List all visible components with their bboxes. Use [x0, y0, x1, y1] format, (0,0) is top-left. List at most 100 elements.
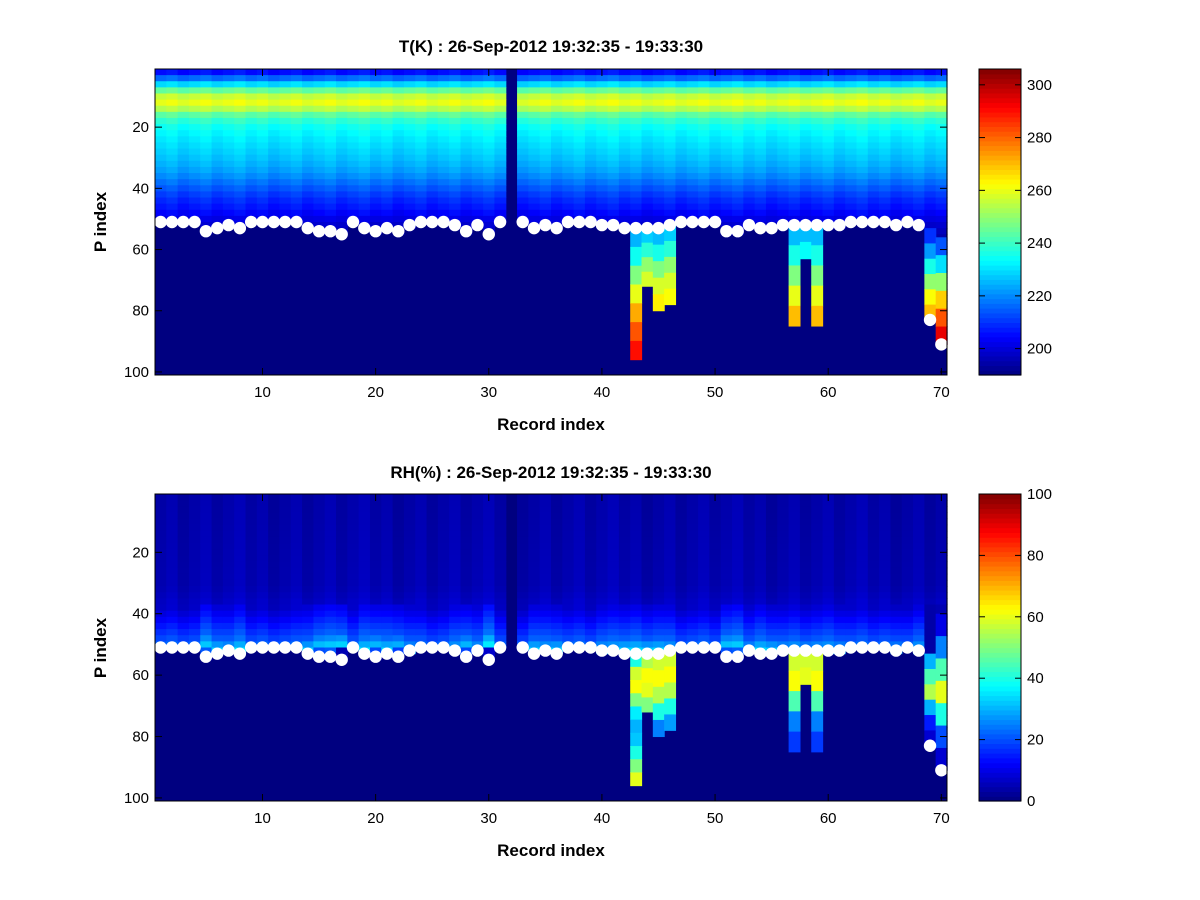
surface-dot: [629, 647, 643, 660]
heatmap-cell: [732, 81, 744, 88]
heatmap-cell: [743, 185, 756, 192]
heatmap-cell: [336, 130, 348, 137]
heatmap-cell: [551, 573, 563, 581]
heatmap-cell: [551, 117, 563, 125]
heatmap-cell: [200, 117, 213, 125]
heatmap-cell: [867, 506, 880, 513]
anomaly-cell: [788, 225, 801, 246]
anomaly-cell: [652, 703, 665, 721]
heatmap-cell: [686, 191, 699, 199]
heatmap-cell: [381, 173, 394, 180]
heatmap-cell: [845, 99, 858, 107]
heatmap-cell: [460, 610, 473, 618]
surface-dot: [584, 641, 597, 654]
heatmap-cell: [415, 191, 428, 199]
heatmap-cell: [313, 579, 326, 587]
heatmap-column: [822, 494, 835, 655]
heatmap-cell: [437, 592, 450, 599]
heatmap-cell: [347, 93, 360, 101]
heatmap-cell: [279, 518, 292, 526]
heatmap-cell: [811, 530, 824, 538]
heatmap-cell: [483, 173, 496, 180]
heatmap-cell: [177, 567, 190, 575]
heatmap-cell: [336, 549, 348, 556]
colorbar-segment: [979, 508, 1021, 514]
heatmap-cell: [234, 641, 247, 648]
heatmap-cell: [279, 573, 292, 581]
heatmap-cell: [166, 87, 179, 94]
heatmap-cell: [392, 154, 405, 162]
heatmap-cell: [686, 536, 699, 544]
heatmap-cell: [494, 629, 507, 636]
heatmap-cell: [415, 543, 428, 550]
heatmap-cell: [709, 209, 722, 217]
heatmap-cell: [698, 69, 710, 76]
heatmap-cell: [630, 209, 643, 217]
heatmap-cell: [879, 93, 892, 101]
heatmap-cell: [166, 136, 179, 143]
heatmap-cell: [188, 622, 201, 630]
heatmap-cell: [652, 124, 665, 131]
heatmap-cell: [539, 75, 552, 82]
heatmap-cell: [166, 610, 179, 618]
heatmap-cell: [754, 105, 767, 113]
heatmap-cell: [381, 111, 394, 119]
heatmap-cell: [890, 130, 903, 137]
heatmap-cell: [177, 610, 190, 618]
heatmap-cell: [551, 524, 563, 532]
heatmap-cell: [302, 203, 314, 211]
heatmap-cell: [313, 99, 326, 107]
heatmap-cell: [743, 136, 756, 143]
colorbar-segment: [979, 642, 1021, 649]
heatmap-column: [562, 69, 575, 223]
heatmap-cell: [618, 197, 631, 205]
heatmap-cell: [720, 500, 733, 507]
heatmap-cell: [256, 203, 269, 211]
surface-dot: [358, 647, 371, 660]
heatmap-cell: [528, 512, 541, 520]
heatmap-cell: [166, 561, 179, 569]
heatmap-cell: [155, 524, 167, 532]
humidity-axes-frame: [154, 493, 948, 802]
heatmap-cell: [754, 130, 767, 137]
heatmap-cell: [177, 148, 190, 156]
heatmap-cell: [799, 512, 812, 520]
colorbar-segment: [979, 628, 1021, 634]
anomaly-cell: [811, 285, 824, 307]
anomaly-cell: [788, 245, 801, 266]
heatmap-cell: [630, 136, 643, 143]
heatmap-cell: [890, 494, 903, 501]
heatmap-cell: [562, 530, 575, 538]
heatmap-cell: [777, 166, 790, 174]
heatmap-cell: [166, 598, 179, 606]
heatmap-cell: [245, 105, 258, 113]
heatmap-cell: [268, 148, 281, 156]
heatmap-cell: [551, 130, 563, 137]
heatmap-cell: [618, 148, 631, 156]
heatmap-cell: [596, 203, 609, 211]
anomaly-cell: [641, 228, 654, 244]
heatmap-cell: [890, 75, 903, 82]
heatmap-cell: [460, 536, 473, 544]
heatmap-cell: [245, 622, 258, 630]
heatmap-cell: [528, 641, 541, 648]
anomaly-cell: [664, 698, 677, 715]
heatmap-cell: [754, 203, 767, 211]
heatmap-cell: [630, 610, 643, 618]
heatmap-cell: [720, 543, 733, 550]
heatmap-cell: [675, 622, 688, 630]
heatmap-cell: [935, 598, 948, 606]
heatmap-cell: [392, 610, 405, 618]
heatmap-cell: [845, 530, 858, 538]
heatmap-cell: [584, 635, 597, 642]
heatmap-cell: [924, 543, 937, 550]
heatmap-cell: [867, 524, 880, 532]
heatmap-cell: [200, 622, 213, 630]
heatmap-cell: [833, 530, 846, 538]
heatmap-cell: [290, 536, 303, 544]
heatmap-cell: [290, 598, 303, 606]
heatmap-cell: [641, 635, 654, 642]
y-tick-label: 100: [124, 364, 149, 381]
heatmap-cell: [652, 142, 665, 150]
surface-dot: [448, 644, 462, 657]
